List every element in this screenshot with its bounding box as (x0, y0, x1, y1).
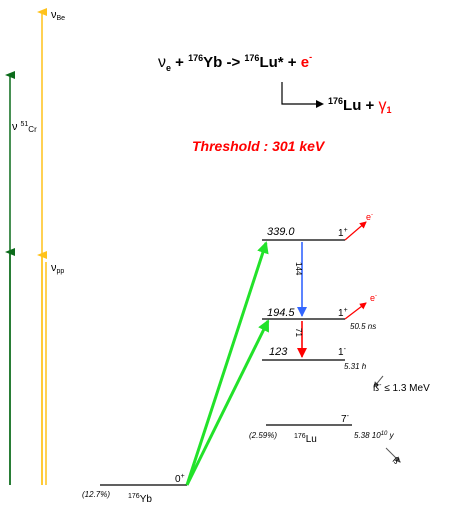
yb-ground-nucleus: 176Yb (128, 493, 152, 505)
level-339-electron-label: e- (366, 212, 373, 222)
level-123-halflife: 5.31 h (344, 362, 367, 371)
level-194-electron-label: e- (370, 293, 377, 303)
excitation-arrow-194 (185, 319, 270, 486)
level-194-energy: 194.5 (267, 307, 295, 319)
gamma-144-label: 144 (294, 262, 303, 276)
gamma-71-label: 71 (294, 328, 303, 337)
lu-ground-spin: 7- (341, 413, 350, 425)
nu-be-label: νBe (51, 9, 65, 22)
lu-ground-abundance: (2.59%) (249, 431, 277, 440)
beta-arrow-2 (385, 447, 401, 463)
level-123-energy: 123 (269, 346, 288, 358)
reaction-equation: νe + 176Yb -> 176Lu* + e- (158, 52, 312, 73)
level-194-halflife: 50.5 ns (350, 322, 376, 331)
yb-ground-spin: 0+ (175, 473, 185, 485)
level-339-electron-arrow (344, 221, 367, 241)
threshold-text: Threshold : 301 keV (192, 138, 326, 154)
level-123-spin: 1- (338, 346, 347, 358)
lu-ground-halflife: 5.38 1010 y (354, 431, 395, 440)
beta-label-1: ß- ≤ 1.3 MeV (373, 382, 430, 394)
level-194-electron-arrow (344, 302, 367, 320)
beta-label-2: ß- (391, 455, 403, 467)
nu-cr-label: ν 51Cr (12, 121, 37, 134)
excitation-arrow-339 (185, 241, 269, 486)
decay-products: 176Lu + γ1 (328, 96, 391, 115)
decay-arrow-head (316, 100, 324, 108)
yb-ground-abundance: (12.7%) (82, 490, 110, 499)
level-194-spin: 1+ (338, 307, 348, 319)
nu-pp-label: νpp (51, 262, 64, 275)
decay-arrow (281, 82, 316, 105)
lu-ground-nucleus: 176Lu (294, 433, 317, 445)
beta-arrow-1 (373, 375, 384, 388)
level-339-energy: 339.0 (267, 226, 295, 238)
level-339-spin: 1+ (338, 227, 348, 239)
